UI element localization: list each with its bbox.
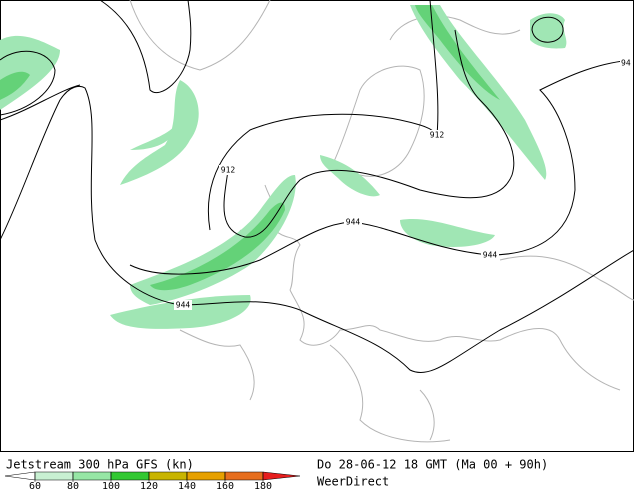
contour-label: 944 [346,218,361,227]
footer: Jetstream 300 hPa GFS (kn) Do 28-06-12 1… [6,458,548,489]
legend-swatch [262,471,301,481]
map-frame [0,0,634,452]
contour-label: 944 [483,251,498,260]
legend-tick-label: 140 [178,481,196,490]
legend-tick-label: 80 [67,481,79,490]
contour-labels: 912 912 944 944 944 94 [174,58,633,310]
legend-swatch [72,471,112,481]
legend-tick-label: 100 [102,481,120,490]
legend-swatch [148,471,188,481]
legend-swatch [110,471,150,481]
legend-tick-label: 120 [140,481,158,490]
legend-tick-label: 160 [216,481,234,490]
contour-label: 94 [621,59,631,68]
legend: 60 80 100 120 140 160 180 [4,471,301,490]
legend-swatch [224,471,264,481]
contour-label: 912 [221,166,236,175]
legend-swatch [186,471,226,481]
contour-label: 944 [176,301,191,310]
source: WeerDirect [317,475,389,489]
valid-time: Do 28-06-12 18 GMT (Ma 00 + 90h) [317,458,548,472]
product-title: Jetstream 300 hPa GFS (kn) [6,458,194,472]
legend-swatch [4,471,36,481]
map: 912 912 944 944 944 94 [0,0,634,452]
legend-swatch [34,471,74,481]
contour-label: 912 [430,131,445,140]
legend-tick-label: 180 [254,481,272,490]
legend-tick-label: 60 [29,481,41,490]
